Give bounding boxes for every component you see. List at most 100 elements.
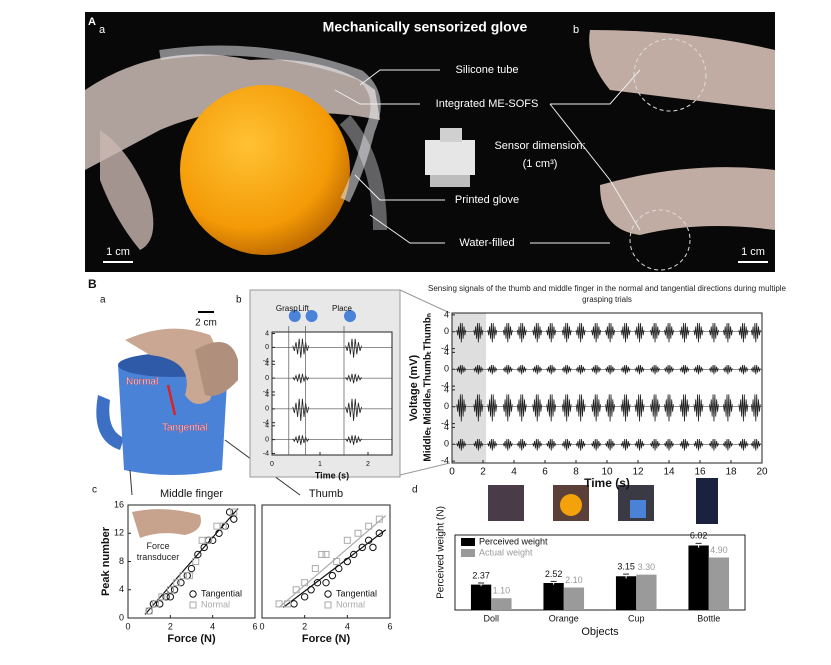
- value-label: 4.90: [710, 545, 728, 555]
- y-tick-label: 4: [444, 422, 449, 432]
- point: [370, 544, 376, 550]
- value-label: 3.30: [638, 562, 656, 572]
- signal-burst: [651, 365, 660, 374]
- point: [178, 579, 184, 585]
- pointer-line: [130, 470, 132, 495]
- signal-burst: [517, 323, 526, 342]
- point: [291, 601, 297, 607]
- point: [199, 537, 205, 543]
- y-tick-label: 12: [114, 528, 124, 538]
- y-tick-label: 0: [444, 326, 449, 336]
- bar: [543, 583, 563, 610]
- y-tick-label: 4: [265, 330, 269, 337]
- point: [146, 608, 152, 614]
- signal-burst: [533, 365, 542, 374]
- signal-burst: [606, 365, 615, 374]
- signal-burst: [562, 323, 571, 342]
- point: [150, 601, 156, 607]
- lane-label: Thumbₙ: [423, 313, 434, 350]
- signal-burst: [503, 323, 512, 342]
- bar: [709, 558, 729, 611]
- mug-photo: [96, 329, 238, 475]
- x-tick-label: 0: [259, 621, 264, 631]
- y-tick-label: 0: [119, 612, 124, 622]
- chart-title: Middle finger: [160, 488, 223, 500]
- legend-label: Perceived weight: [479, 536, 548, 546]
- bar: [688, 546, 708, 611]
- y-tick-label: 0: [265, 406, 269, 413]
- legend-label: Actual weight: [479, 547, 533, 557]
- legend-label: Normal: [336, 599, 365, 609]
- plot-background: [272, 332, 392, 455]
- y-tick-label: 0: [265, 375, 269, 382]
- lane-label: Middleₙ: [423, 389, 434, 425]
- signal-burst: [751, 394, 760, 421]
- callout: Water-filled: [459, 237, 514, 249]
- signal-burst: [680, 439, 689, 451]
- signal-burst: [651, 439, 660, 451]
- signal-burst: [751, 365, 760, 374]
- point: [355, 530, 361, 536]
- callout: Silicone tube: [456, 64, 519, 76]
- signal-burst: [533, 394, 542, 421]
- orange: [180, 85, 350, 255]
- x-tick-label: 14: [663, 467, 675, 478]
- signal-burst: [665, 323, 674, 342]
- legend-label: Tangential: [201, 588, 242, 598]
- point: [167, 594, 173, 600]
- callout: Sensor dimension:: [494, 140, 585, 152]
- signal-burst: [739, 323, 748, 342]
- signal-burst: [488, 394, 497, 421]
- signal-burst: [592, 439, 601, 451]
- value-label: 2.52: [545, 569, 563, 579]
- point: [323, 551, 329, 557]
- legend-swatch: [461, 538, 475, 546]
- signal-burst: [723, 394, 732, 421]
- bar: [491, 598, 511, 610]
- lane-label: Thumbₜ: [423, 351, 434, 387]
- signal-burst: [651, 323, 660, 342]
- signal-burst: [606, 394, 615, 421]
- signal-burst: [635, 365, 644, 374]
- point: [226, 509, 232, 515]
- x-tick-label: 18: [725, 467, 737, 478]
- subpanel-label: b: [236, 295, 242, 306]
- signal-burst: [635, 394, 644, 421]
- y-tick-label: 4: [265, 361, 269, 368]
- force-label: Normal: [126, 377, 158, 388]
- x-tick-label: 0: [449, 467, 455, 478]
- point: [214, 523, 220, 529]
- x-tick-label: 16: [694, 467, 706, 478]
- x-tick-label: 6: [542, 467, 548, 478]
- legend-marker: [190, 602, 196, 608]
- legend-swatch: [461, 549, 475, 557]
- y-tick-label: -4: [441, 456, 449, 466]
- x-tick-label: 4: [210, 621, 215, 631]
- signal-burst: [576, 323, 585, 342]
- signal-burst: [488, 439, 497, 451]
- chart-title: Sensing signals of the thumb and middle …: [422, 283, 792, 305]
- signal-burst: [517, 439, 526, 451]
- signal-burst: [606, 323, 615, 342]
- subpanel-label: a: [100, 295, 106, 306]
- signal-burst: [547, 394, 556, 421]
- point: [231, 516, 237, 522]
- value-label: 2.37: [472, 570, 490, 580]
- legend-marker: [325, 591, 331, 597]
- object-photo: [488, 485, 524, 521]
- y-axis-label: Perceived weight (N): [436, 506, 447, 599]
- signal-burst: [533, 323, 542, 342]
- x-tick-label: 4: [511, 467, 517, 478]
- photo-caption: Force transducer: [127, 541, 189, 563]
- bar: [616, 576, 636, 610]
- signal-burst: [592, 394, 601, 421]
- signal-burst: [680, 394, 689, 421]
- x-tick-label: 1: [318, 461, 322, 468]
- bar: [471, 585, 491, 610]
- signal-burst: [751, 439, 760, 451]
- signal-burst: [562, 365, 571, 374]
- scale-label: 1 cm: [741, 246, 765, 258]
- object-photo: [560, 494, 582, 516]
- point: [157, 601, 163, 607]
